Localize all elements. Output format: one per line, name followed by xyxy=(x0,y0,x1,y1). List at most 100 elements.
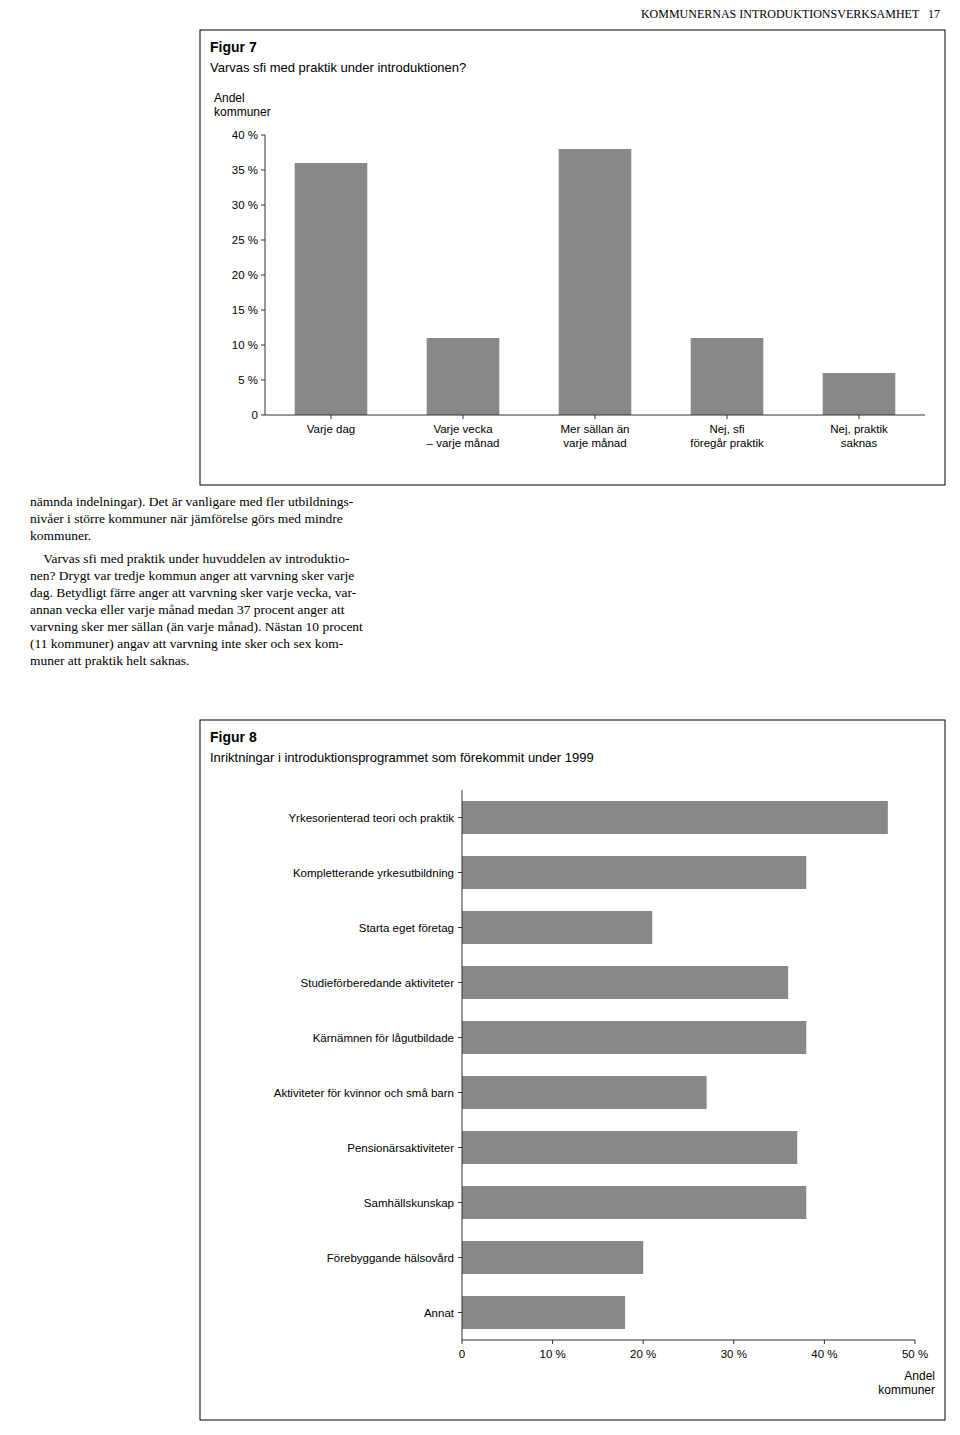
chart-subtitle: Varvas sfi med praktik under introduktio… xyxy=(210,60,466,75)
y-tick-label-line: Starta eget företag xyxy=(359,922,454,934)
bars xyxy=(462,801,888,1329)
x-tick xyxy=(915,1340,916,1344)
figure-box xyxy=(200,720,945,1420)
body-text: Varvas sfi med praktik under huvuddelen … xyxy=(30,551,363,668)
y-tick xyxy=(458,817,462,818)
chart-subtitle: Inriktningar i introduktionsprogrammet s… xyxy=(210,750,594,765)
bar xyxy=(462,1241,643,1274)
y-tick xyxy=(458,1202,462,1203)
body-text-line: nivåer i större kommuner när jämförelse … xyxy=(30,511,343,526)
y-tick xyxy=(458,982,462,983)
body-text-line: kommuner. xyxy=(30,528,91,543)
chart-title: Figur 8 xyxy=(210,729,257,745)
x-tick-label-line: Nej, sfi xyxy=(709,423,744,435)
bar xyxy=(823,373,896,415)
y-tick-label: Kärnämnen för lågutbildade xyxy=(313,1032,454,1044)
y-axis-label: Andelkommuner xyxy=(214,91,271,119)
y-tick xyxy=(261,415,265,416)
x-tick xyxy=(552,1340,553,1344)
y-tick xyxy=(261,240,265,241)
y-tick xyxy=(261,310,265,311)
y-tick xyxy=(261,380,265,381)
y-tick-label: 10 % xyxy=(232,339,258,351)
y-tick-label-line: Samhällskunskap xyxy=(364,1197,454,1209)
y-tick xyxy=(458,927,462,928)
x-tick xyxy=(331,415,332,419)
y-axis-label-line: Andel xyxy=(214,91,245,105)
y-axis-label-line: kommuner xyxy=(214,105,271,119)
y-tick xyxy=(261,205,265,206)
bar xyxy=(462,1076,707,1109)
x-tick-label: Mer sällan änvarje månad xyxy=(560,423,629,449)
x-tick xyxy=(727,415,728,419)
y-tick-label: Förebyggande hälsovård xyxy=(327,1252,454,1264)
body-text-line: annan vecka eller varje månad medan 37 p… xyxy=(30,602,345,617)
body-text-line: varvning sker mer sällan (än varje månad… xyxy=(30,619,363,634)
body-text-line: (11 kommuner) angav att varvning inte sk… xyxy=(30,636,344,651)
x-axis-label-line: Andel xyxy=(904,1369,935,1383)
bar xyxy=(462,1186,806,1219)
x-tick xyxy=(643,1340,644,1344)
page: KOMMUNERNAS INTRODUKTIONSVERKSAMHET 17nä… xyxy=(0,0,960,1435)
y-tick-label-line: Kompletterande yrkesutbildning xyxy=(293,867,454,879)
bar xyxy=(295,163,368,415)
y-tick-label: Annat xyxy=(424,1307,455,1319)
bar xyxy=(559,149,632,415)
bar xyxy=(462,911,652,944)
y-tick xyxy=(261,135,265,136)
y-tick xyxy=(458,1092,462,1093)
x-tick-label-line: föregår praktik xyxy=(690,437,764,449)
bars xyxy=(295,149,896,415)
x-tick-label: 10 % xyxy=(539,1348,565,1360)
y-tick-label: Samhällskunskap xyxy=(364,1197,454,1209)
y-tick-label-line: Förebyggande hälsovård xyxy=(327,1252,454,1264)
y-tick-label: 20 % xyxy=(232,269,258,281)
x-tick-label: 50 % xyxy=(902,1348,928,1360)
y-tick-label-line: Aktiviteter för kvinnor och små barn xyxy=(274,1087,454,1099)
chart: Figur 8 Inriktningar i introduktionsprogr… xyxy=(200,720,945,1420)
y-tick-label: 0 xyxy=(252,409,258,421)
y-tick-label: 25 % xyxy=(232,234,258,246)
x-tick-label-line: Nej, praktik xyxy=(830,423,888,435)
y-tick xyxy=(261,345,265,346)
x-tick-label-line: Varje dag xyxy=(307,423,355,435)
y-tick-label: Yrkesorienterad teori och praktik xyxy=(288,812,454,824)
y-tick-label-line: Kärnämnen för lågutbildade xyxy=(313,1032,454,1044)
body-text-line: muner att praktik helt saknas. xyxy=(30,653,189,668)
y-tick xyxy=(261,170,265,171)
x-axis-label: Andelkommuner xyxy=(878,1369,935,1397)
x-tick xyxy=(824,1340,825,1344)
bar xyxy=(462,801,888,834)
x-tick-label: Nej, sfi föregår praktik xyxy=(690,423,764,449)
x-tick xyxy=(462,1340,463,1344)
figure-box xyxy=(200,30,945,485)
y-tick-label: Pensionärsaktiviteter xyxy=(347,1142,454,1154)
body-text-line: nämnda indelningar). Det är vanligare me… xyxy=(30,494,354,509)
y-tick-label-line: Annat xyxy=(424,1307,455,1319)
x-tick-label: Nej, praktik saknas xyxy=(830,423,888,449)
x-tick-label: Varje dag xyxy=(307,423,355,435)
x-tick xyxy=(595,415,596,419)
bar xyxy=(462,966,788,999)
y-tick-label-line: Pensionärsaktiviteter xyxy=(347,1142,454,1154)
chart-title: Figur 7 xyxy=(210,39,257,55)
y-tick-label: 15 % xyxy=(232,304,258,316)
y-tick-label: Studieförberedande aktiviteter xyxy=(301,977,455,989)
y-tick-label: Kompletterande yrkesutbildning xyxy=(293,867,454,879)
x-tick-label: 40 % xyxy=(811,1348,837,1360)
x-tick-label-line: – varje månad xyxy=(427,437,500,449)
y-tick-label-line: Yrkesorienterad teori och praktik xyxy=(288,812,454,824)
body-text-line: nen? Drygt var tredje kommun anger att v… xyxy=(30,568,354,583)
chart: Figur 7 Varvas sfi med praktik under intr… xyxy=(200,30,945,485)
body-text-line: dag. Betydligt färre anger att varvning … xyxy=(30,585,357,600)
bar xyxy=(462,856,806,889)
y-tick-label: 30 % xyxy=(232,199,258,211)
y-tick-label: 35 % xyxy=(232,164,258,176)
y-tick xyxy=(458,872,462,873)
y-tick xyxy=(458,1257,462,1258)
x-axis-label-line: kommuner xyxy=(878,1383,935,1397)
y-tick xyxy=(458,1147,462,1148)
y-tick xyxy=(458,1312,462,1313)
y-tick-label: Aktiviteter för kvinnor och små barn xyxy=(274,1087,454,1099)
x-tick-label-line: saknas xyxy=(841,437,878,449)
